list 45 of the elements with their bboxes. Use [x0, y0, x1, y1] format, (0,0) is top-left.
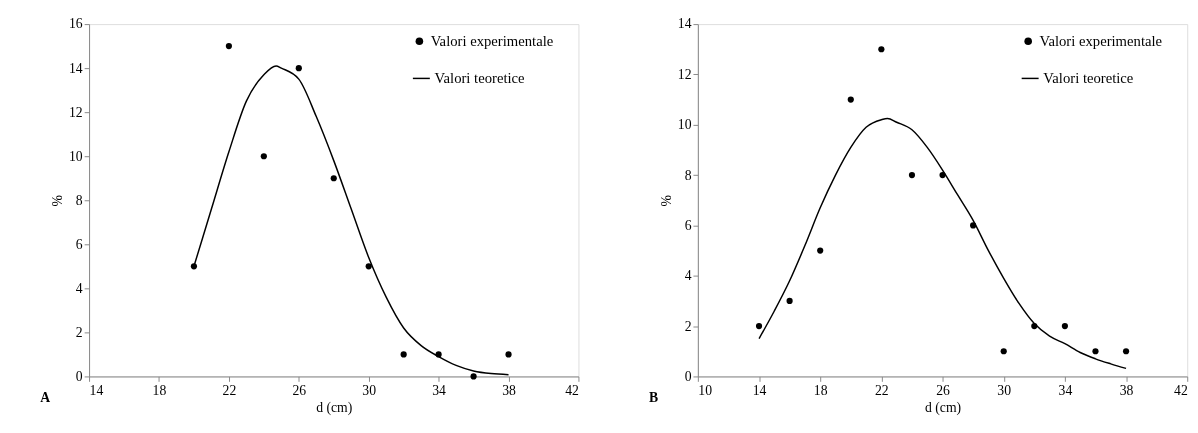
- line-series: [758, 117, 1127, 370]
- x-tick-label: 42: [565, 382, 580, 398]
- y-tick-label: 0: [684, 368, 692, 384]
- y-tick-label: 0: [75, 368, 83, 384]
- x-axis-title: d (cm): [316, 400, 353, 417]
- y-tick-label: 16: [69, 16, 83, 32]
- x-tick-label: 22: [875, 382, 889, 398]
- text: B: [648, 389, 659, 405]
- x-tick-label: 14: [752, 382, 767, 398]
- legend-label: Valori experimentale: [430, 33, 554, 50]
- x-tick-label: 34: [1058, 382, 1073, 398]
- y-tick-label: 8: [684, 167, 692, 183]
- x-axis-title: d (cm): [924, 400, 962, 417]
- x-tick-label: 18: [152, 382, 167, 398]
- y-tick-label: 2: [75, 324, 83, 340]
- x-tick-label: 26: [292, 382, 307, 398]
- y-tick-label: 12: [677, 66, 692, 82]
- y-axis-title: %: [658, 195, 674, 207]
- x-tick-label: 42: [1174, 382, 1188, 398]
- y-tick-label: 6: [684, 217, 692, 233]
- x-tick-label: 22: [222, 382, 237, 398]
- x-tick-label: 38: [1119, 382, 1134, 398]
- x-tick-label: 38: [502, 382, 517, 398]
- x-tick-label: 34: [432, 382, 447, 398]
- legend-label: Valori teoretice: [1043, 70, 1134, 87]
- y-tick-label: 4: [684, 268, 692, 284]
- legend-label: Valori teoretice: [434, 70, 525, 87]
- x-tick-label: 10: [698, 382, 713, 398]
- y-tick-label: 8: [75, 192, 83, 208]
- x-tick-label: 30: [362, 382, 377, 398]
- text: A: [40, 389, 51, 405]
- x-tick-label: 30: [997, 382, 1012, 398]
- y-tick-label: 2: [684, 318, 692, 334]
- x-tick-label: 14: [89, 382, 104, 398]
- y-tick-label: 14: [69, 60, 83, 76]
- y-tick-label: 10: [677, 117, 692, 133]
- y-tick-label: 4: [75, 280, 83, 296]
- y-tick-label: 10: [69, 148, 83, 164]
- x-tick-label: 18: [813, 382, 828, 398]
- legend-label: Valori experimentale: [1039, 33, 1163, 50]
- y-tick-label: 12: [69, 104, 83, 120]
- y-tick-label: 14: [677, 16, 692, 32]
- y-tick-label: 6: [75, 236, 83, 252]
- y-axis-title: %: [50, 195, 66, 207]
- x-tick-label: 26: [936, 382, 951, 398]
